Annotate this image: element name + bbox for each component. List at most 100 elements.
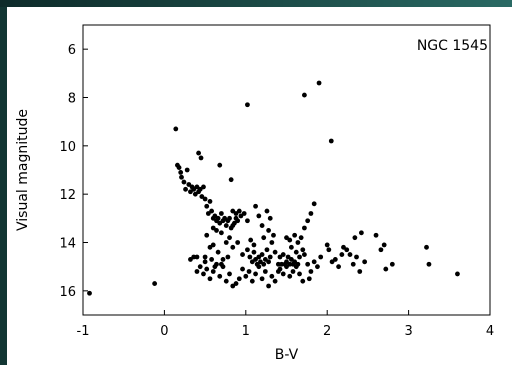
- data-point: [227, 271, 232, 277]
- plot-frame: [82, 24, 491, 316]
- data-point: [293, 249, 299, 255]
- data-point: [298, 235, 304, 241]
- data-point: [308, 269, 314, 274]
- data-point: [288, 244, 294, 250]
- x-tick-label: 0: [160, 324, 168, 339]
- data-point: [225, 254, 231, 260]
- data-point: [297, 254, 302, 260]
- data-point: [230, 223, 236, 228]
- data-point: [256, 264, 262, 270]
- data-point: [261, 261, 267, 267]
- data-point: [202, 196, 208, 202]
- data-point: [262, 269, 268, 274]
- y-tick-label: 14: [59, 237, 76, 252]
- data-point: [253, 203, 258, 209]
- data-point: [230, 244, 236, 250]
- data-point: [245, 218, 250, 224]
- data-point: [227, 235, 232, 241]
- data-point: [373, 232, 379, 238]
- data-point: [272, 278, 278, 284]
- data-point: [287, 273, 293, 279]
- data-point: [209, 208, 215, 214]
- window-frame-left: [0, 7, 7, 365]
- data-point: [280, 252, 286, 257]
- data-point: [247, 254, 253, 260]
- data-point: [311, 259, 317, 265]
- data-point: [277, 266, 283, 272]
- data-point: [183, 186, 188, 192]
- data-point: [197, 264, 203, 270]
- data-point: [87, 290, 92, 296]
- data-point: [204, 232, 210, 238]
- data-point: [223, 278, 229, 284]
- data-point: [181, 179, 187, 185]
- y-axis-title: Visual magnitude: [15, 109, 31, 231]
- chart-panel: [7, 7, 512, 365]
- data-point: [302, 225, 307, 231]
- data-point: [248, 237, 254, 243]
- data-point: [204, 203, 210, 209]
- data-point: [184, 167, 190, 173]
- data-point: [228, 177, 234, 183]
- data-point: [178, 170, 184, 175]
- data-points: [87, 80, 460, 296]
- data-point: [198, 155, 204, 161]
- data-point: [358, 230, 364, 236]
- data-point: [264, 208, 270, 214]
- data-point: [240, 252, 245, 257]
- data-point: [272, 249, 278, 255]
- data-point: [256, 213, 262, 219]
- data-point: [196, 150, 201, 156]
- data-point: [426, 261, 432, 267]
- data-point: [204, 266, 210, 272]
- x-tick-label: 1: [242, 324, 250, 339]
- data-point: [300, 278, 306, 284]
- data-point: [245, 247, 250, 253]
- data-point: [308, 211, 314, 216]
- data-point: [220, 257, 226, 262]
- x-tick-label: -1: [77, 324, 90, 339]
- data-point: [259, 252, 265, 257]
- data-point: [243, 273, 249, 279]
- data-point: [328, 138, 334, 144]
- data-point: [194, 254, 200, 260]
- data-point: [336, 264, 341, 270]
- data-point: [315, 264, 320, 270]
- data-point: [194, 269, 200, 274]
- data-point: [344, 247, 350, 253]
- x-tick-label: 3: [404, 324, 412, 339]
- data-point: [223, 240, 229, 245]
- data-point: [212, 264, 218, 270]
- data-point: [251, 242, 257, 248]
- data-point: [201, 184, 206, 190]
- data-point: [290, 269, 296, 274]
- data-point: [218, 211, 224, 216]
- data-point: [318, 254, 324, 260]
- data-point: [347, 252, 353, 257]
- data-point: [233, 281, 239, 286]
- data-point: [214, 228, 219, 233]
- data-point: [305, 218, 311, 224]
- data-point: [339, 252, 345, 257]
- data-point: [233, 215, 239, 221]
- data-point: [249, 278, 255, 284]
- x-axis-title: B-V: [275, 347, 299, 363]
- data-point: [271, 232, 276, 238]
- data-point: [267, 254, 273, 260]
- data-point: [324, 242, 330, 248]
- data-point: [264, 247, 270, 253]
- data-point: [311, 201, 317, 207]
- axes: [82, 24, 491, 316]
- data-point: [357, 269, 363, 274]
- data-point: [218, 230, 224, 236]
- data-point: [389, 261, 395, 267]
- data-point: [176, 165, 182, 170]
- data-point: [292, 232, 298, 238]
- data-point: [305, 261, 311, 267]
- data-point: [217, 162, 223, 168]
- data-point: [302, 92, 307, 98]
- data-point: [236, 276, 242, 282]
- data-point: [424, 244, 429, 250]
- data-point: [235, 240, 241, 245]
- data-point: [280, 271, 286, 277]
